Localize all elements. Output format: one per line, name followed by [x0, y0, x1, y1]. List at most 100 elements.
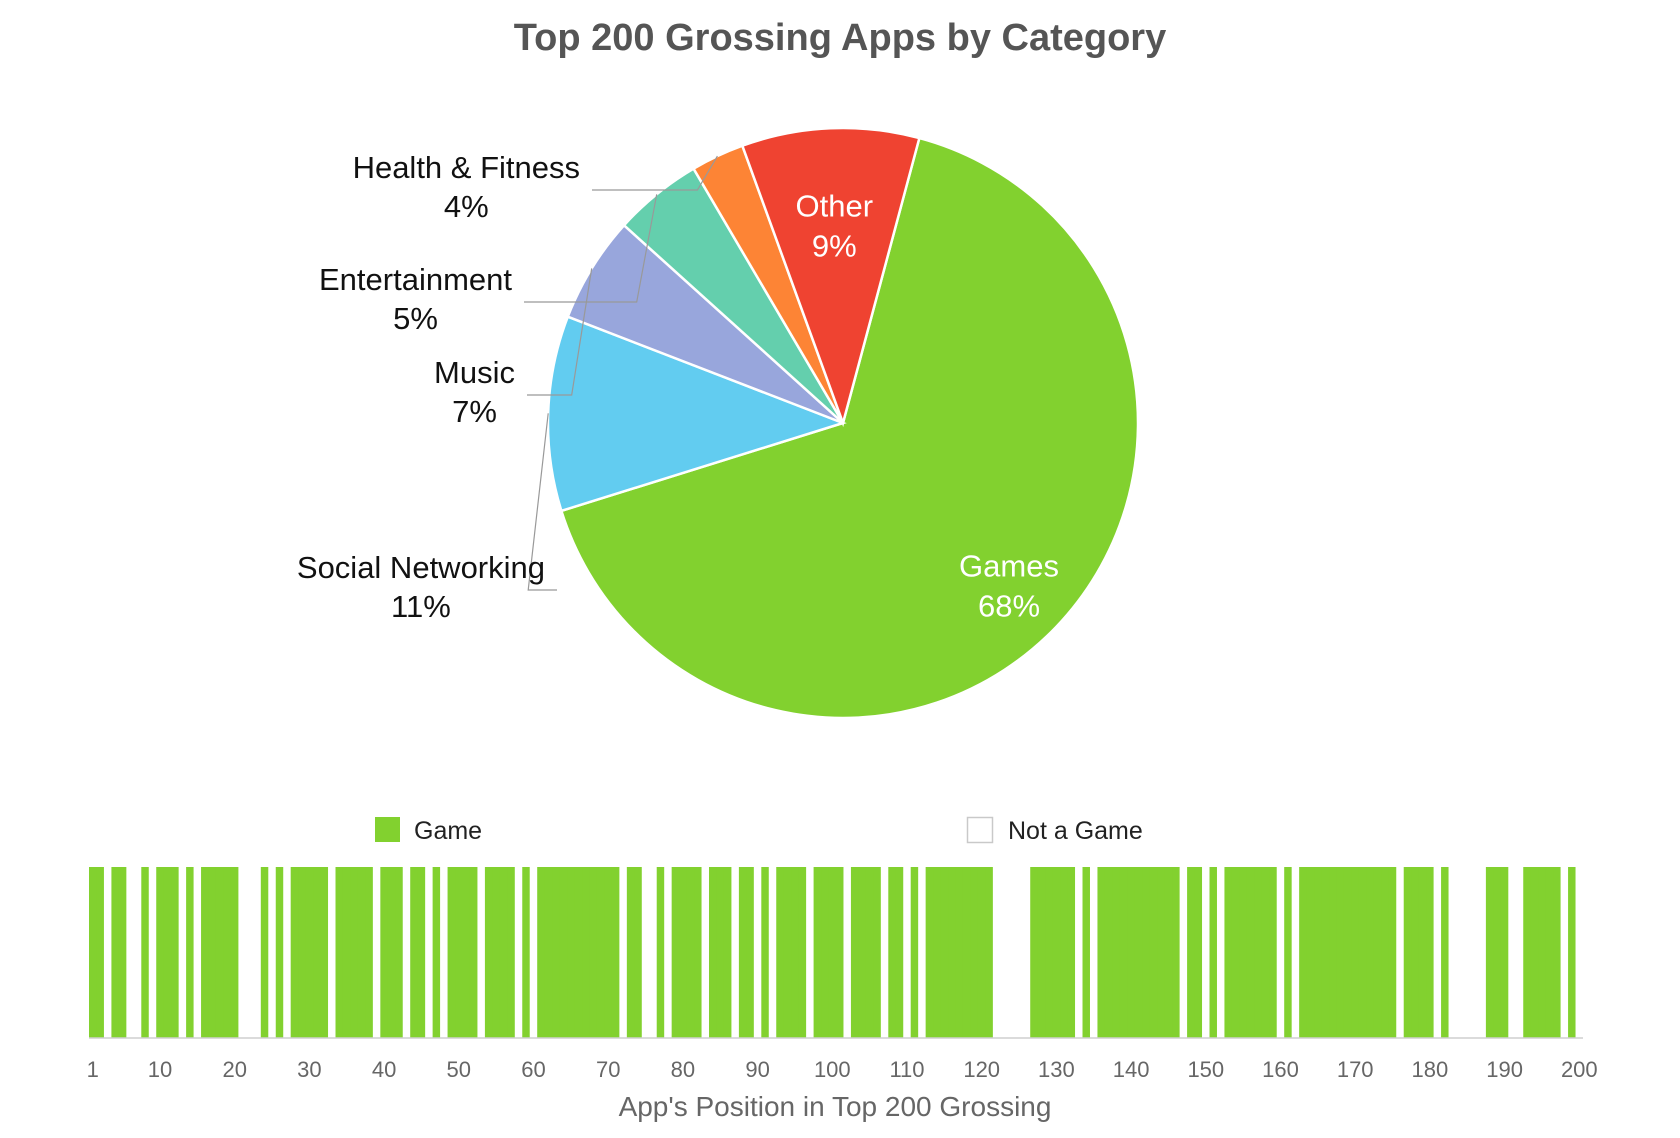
game-bar-position-108: [888, 867, 897, 1038]
game-bar-position-71: [611, 867, 620, 1038]
game-bar-position-148: [1187, 867, 1196, 1038]
pie-slice-social-networking: [546, 315, 847, 513]
game-bar-position-32: [320, 867, 329, 1038]
game-bar-position-26: [275, 867, 284, 1038]
game-bar-position-139: [1119, 867, 1128, 1038]
game-bar-position-103: [850, 867, 860, 1038]
game-bar-position-116: [948, 867, 957, 1038]
game-bar-position-69: [596, 867, 606, 1038]
pie-label-other: Other: [796, 189, 874, 224]
game-bar-position-59: [522, 867, 530, 1038]
game-bar-position-41: [387, 867, 396, 1038]
game-bar-position-131: [1060, 867, 1069, 1038]
game-bar-position-42: [395, 867, 403, 1038]
game-bar-position-94: [783, 867, 792, 1038]
game-bar-position-28: [290, 867, 299, 1038]
game-bar-position-190: [1500, 867, 1509, 1038]
game-bar-position-12: [171, 867, 179, 1038]
game-bar-position-35: [342, 867, 352, 1038]
game-bar-position-47: [432, 867, 441, 1038]
game-bar-position-164: [1306, 867, 1315, 1038]
game-bar-position-104: [858, 867, 867, 1038]
game-bar-position-109: [895, 867, 904, 1038]
game-bar-position-50: [455, 867, 464, 1038]
x-tick-label: 140: [1113, 1057, 1150, 1082]
game-bar-position-98: [813, 867, 822, 1038]
game-bar-position-130: [1052, 867, 1061, 1038]
leader-line-music: [527, 268, 593, 396]
pie-chart: Games 68% Social Networking 11% Music 7% Enter…: [297, 126, 1140, 720]
game-strip: [89, 867, 1576, 1038]
game-bar-position-16: [201, 867, 210, 1038]
game-bar-position-137: [1104, 867, 1113, 1038]
game-bar-position-70: [604, 867, 613, 1038]
game-bar-position-195: [1538, 867, 1547, 1038]
x-tick-label: 120: [963, 1057, 1000, 1082]
game-bar-position-52: [469, 867, 478, 1038]
game-bar-position-17: [208, 867, 217, 1038]
game-bar-position-10: [156, 867, 165, 1038]
game-bar-position-141: [1134, 867, 1143, 1038]
x-axis: 1 10 20 30 40 50 60 70 80 90 100 110 120 130 140 150 160…: [87, 1037, 1598, 1082]
game-bar-position-153: [1224, 867, 1233, 1038]
leader-line-entertainment: [524, 194, 658, 303]
game-bar-position-79: [671, 867, 680, 1038]
game-bar-position-128: [1037, 867, 1046, 1038]
game-bar-position-196: [1545, 867, 1554, 1038]
game-bar-position-111: [910, 867, 919, 1038]
leader-line-health-and-fitness: [592, 155, 718, 191]
game-bar-position-136: [1097, 867, 1106, 1038]
game-bar-position-142: [1142, 867, 1151, 1038]
x-tick-label: 10: [148, 1057, 172, 1082]
game-bar-position-158: [1261, 867, 1270, 1038]
game-bar-position-29: [298, 867, 307, 1038]
game-bar-position-30: [305, 867, 314, 1038]
pie-percent-health-and-fitness: 4%: [444, 189, 489, 224]
game-bar-position-178: [1411, 867, 1420, 1038]
x-tick-label: 80: [671, 1057, 695, 1082]
game-bar-position-168: [1336, 867, 1345, 1038]
game-bar-position-167: [1329, 867, 1338, 1038]
game-bar-position-189: [1493, 867, 1502, 1038]
game-bar-position-66: [574, 867, 583, 1038]
game-bar-position-179: [1418, 867, 1427, 1038]
game-bar-position-117: [955, 867, 964, 1038]
game-bar-position-89: [746, 867, 754, 1038]
pie-percent-entertainment: 5%: [393, 301, 438, 336]
game-bar-position-40: [380, 867, 389, 1038]
game-bar-position-101: [836, 867, 844, 1038]
x-tick-label: 100: [814, 1057, 851, 1082]
game-bar-position-73: [626, 867, 635, 1038]
x-tick-label: 160: [1262, 1057, 1299, 1082]
pie-label-games: Games: [959, 548, 1059, 583]
game-bar-position-85: [716, 867, 725, 1038]
game-bar-position-132: [1067, 867, 1076, 1038]
game-bar-position-149: [1194, 867, 1203, 1038]
game-bar-position-18: [215, 867, 225, 1038]
game-bar-position-127: [1030, 867, 1039, 1038]
game-bar-position-37: [357, 867, 366, 1038]
game-bar-position-14: [186, 867, 194, 1038]
game-bar-position-4: [111, 867, 120, 1038]
game-bar-position-172: [1366, 867, 1375, 1038]
x-tick-label: 130: [1038, 1057, 1075, 1082]
x-tick-label: 90: [745, 1057, 769, 1082]
game-bar-position-170: [1351, 867, 1360, 1038]
game-bar-position-146: [1172, 867, 1180, 1038]
game-bar-position-166: [1321, 867, 1330, 1038]
game-bar-position-140: [1127, 867, 1136, 1038]
game-bar-position-84: [709, 867, 718, 1038]
game-bar-position-188: [1485, 867, 1494, 1038]
game-bar-position-81: [686, 867, 695, 1038]
game-bar-position-106: [873, 867, 881, 1038]
game-bar-position-119: [970, 867, 979, 1038]
game-bar-position-113: [925, 867, 934, 1038]
pie-percent-social-networking: 11%: [391, 589, 451, 624]
game-bar-position-157: [1254, 867, 1263, 1038]
x-axis-title: App's Position in Top 200 Grossing: [619, 1091, 1052, 1122]
game-bar-position-54: [484, 867, 493, 1038]
game-bar-position-154: [1231, 867, 1240, 1038]
x-tick-label: 30: [297, 1057, 321, 1082]
game-bar-position-165: [1314, 867, 1323, 1038]
